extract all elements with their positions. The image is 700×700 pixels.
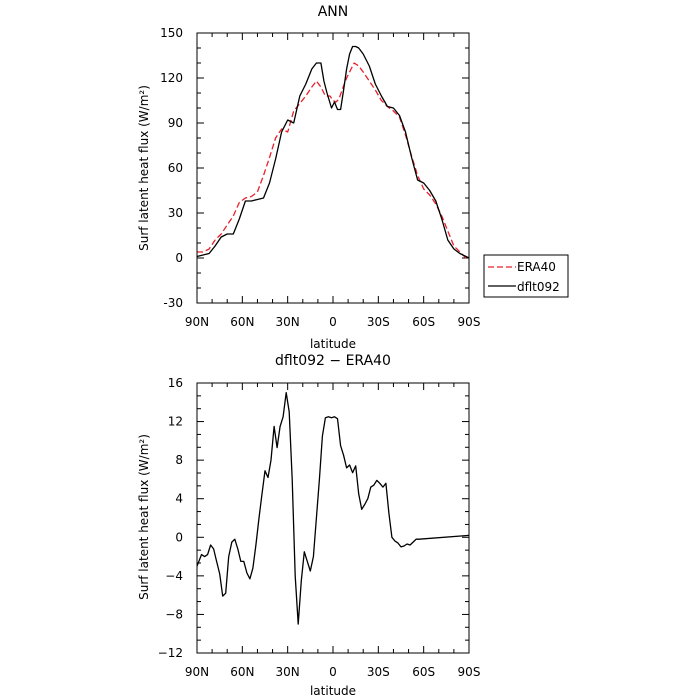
y-tick-label: −8 [165,607,183,621]
x-axis-label: latitude [310,337,356,351]
x-tick-label: 60N [230,315,254,329]
y-tick-label: −12 [158,646,183,660]
series-line-difference [196,391,470,625]
chart-title: ANN [318,4,349,20]
x-tick-label: 30N [276,315,300,329]
legend-box [483,254,569,298]
y-tick-label: 90 [168,116,183,130]
chart-panel-difference: dflt092 − ERA40 Surf latent heat flux (W… [137,353,480,698]
y-tick-label: 12 [168,415,183,429]
y-tick-label: -30 [163,296,183,310]
chart-title: dflt092 − ERA40 [275,353,391,369]
chart-panel-annual: ANN Surf latent heat flux (W/m²) latitud… [137,4,569,351]
legend-label-era40: ERA40 [517,260,556,274]
y-tick-label: 8 [175,453,183,467]
y-tick-label: 0 [175,530,183,544]
y-axis-label: Surf latent heat flux (W/m²) [137,434,151,600]
y-tick-label: 30 [168,206,183,220]
x-tick-label: 90N [185,315,209,329]
y-tick-label: 60 [168,161,183,175]
x-tick-label: 60S [412,665,435,679]
y-tick-label: 16 [168,376,183,390]
y-tick-label: 120 [160,71,183,85]
x-tick-label: 90S [458,665,481,679]
legend: ERA40 dflt092 [483,254,569,298]
x-tick-label: 90S [458,315,481,329]
x-tick-label: 60N [230,665,254,679]
legend-label-dflt092: dflt092 [517,280,560,294]
y-tick-label: 150 [160,26,183,40]
plot-frame [196,382,470,654]
y-tick-label: 0 [175,251,183,265]
x-tick-label: 30S [367,315,390,329]
series-line-era40 [197,62,469,259]
x-axis-label: latitude [310,684,356,698]
x-tick-label: 60S [412,315,435,329]
x-tick-label: 0 [329,665,337,679]
y-tick-label: 4 [175,492,183,506]
x-tick-label: 30N [276,665,300,679]
x-tick-label: 30S [367,665,390,679]
y-tick-label: −4 [165,569,183,583]
x-tick-label: 90N [185,665,209,679]
x-tick-label: 0 [329,315,337,329]
plot-frame [196,32,470,304]
y-axis-label: Surf latent heat flux (W/m²) [137,85,151,251]
series-line-dflt092 [196,45,470,259]
